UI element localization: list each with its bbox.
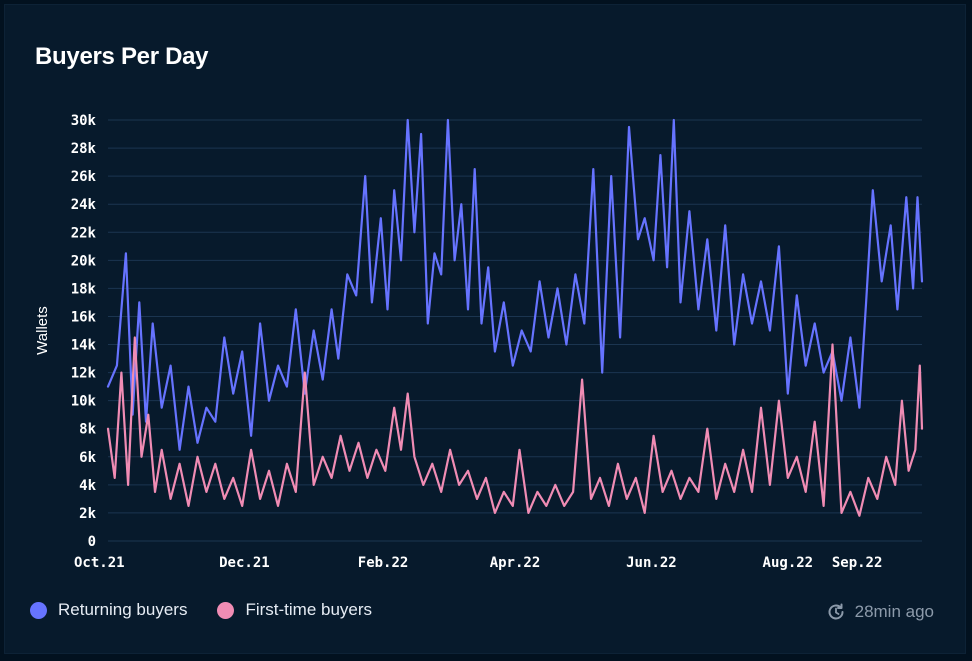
y-tick-label: 4k [79,478,96,494]
y-tick-label: 30k [71,113,97,129]
legend-dot-first-time [217,601,235,619]
chart-card: Buyers Per Day [4,4,966,654]
y-tick-label: 10k [71,394,97,410]
y-tick-label: 18k [71,281,97,297]
y-axis-label: Wallets [34,306,51,355]
y-tick-label: 8k [79,422,96,438]
y-tick-label: 0 [88,534,96,550]
returning-buyers-line [106,118,924,451]
x-tick-label: Aug.22 [763,555,814,571]
y-tick-label: 22k [71,225,97,241]
y-tick-label: 14k [71,338,97,354]
last-updated-text: 28min ago [854,602,934,621]
y-tick-label: 20k [71,253,97,269]
y-tick-label: 24k [71,197,97,213]
x-tick-label: Feb.22 [358,555,409,571]
chart-title: Buyers Per Day [35,43,209,70]
y-tick-label: 16k [71,309,97,325]
last-updated[interactable]: 28min ago [825,601,934,623]
y-tick-label: 28k [71,141,97,157]
y-tick-label: 12k [71,366,97,382]
legend-item-first-time[interactable]: First-time buyers [217,600,372,620]
legend-item-returning[interactable]: Returning buyers [30,600,187,620]
legend-label-first-time: First-time buyers [245,600,373,619]
x-tick-label: Jun.22 [626,555,677,571]
x-tick-label: Sep.22 [832,555,883,571]
x-tick-label: Oct.21 [74,555,125,571]
refresh-clock-icon [828,603,844,620]
y-tick-label: 2k [79,506,96,522]
legend-label-returning: Returning buyers [58,600,188,619]
legend: Returning buyers First-time buyers [30,600,402,620]
legend-dot-returning [30,601,47,619]
x-tick-label: Apr.22 [490,555,541,571]
y-tick-label: 6k [79,450,96,466]
first-time-buyers-line [106,336,924,517]
y-tick-label: 26k [71,169,97,185]
x-tick-label: Dec.21 [219,555,270,571]
